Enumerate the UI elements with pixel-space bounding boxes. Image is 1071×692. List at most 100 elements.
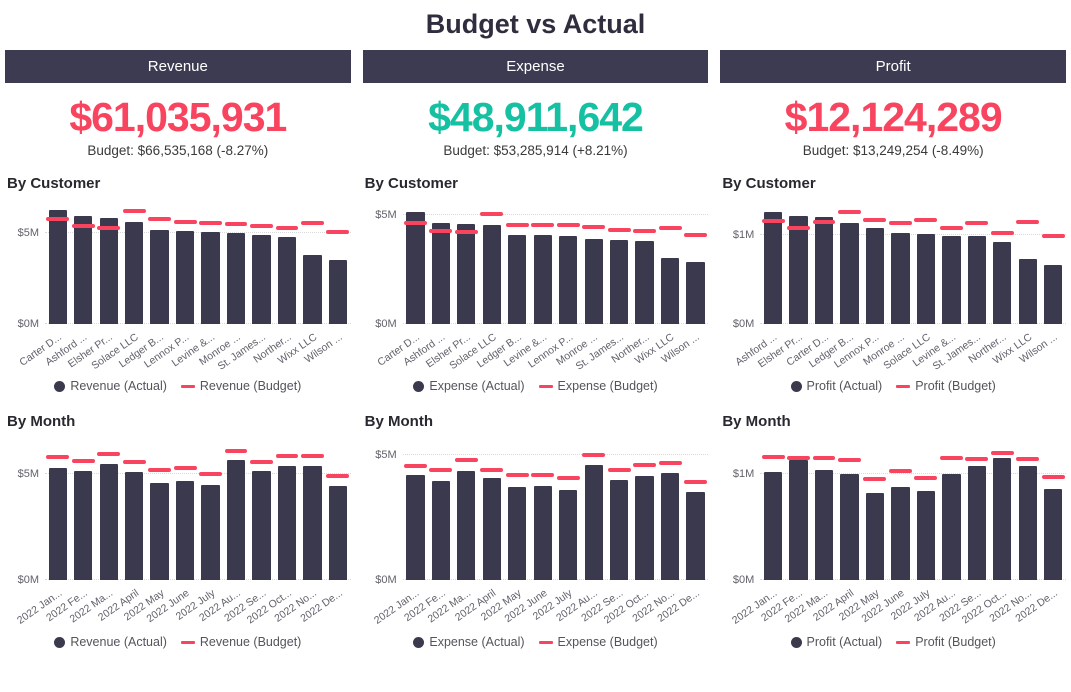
budget-target-marker[interactable]	[300, 221, 324, 226]
actual-bar[interactable]	[635, 475, 654, 581]
actual-bar[interactable]	[48, 467, 67, 581]
actual-bar[interactable]	[303, 254, 322, 325]
budget-target-marker[interactable]	[990, 231, 1014, 236]
actual-bar[interactable]	[635, 241, 654, 325]
legend-item-budget[interactable]: Revenue (Budget)	[180, 635, 301, 649]
budget-target-marker[interactable]	[556, 476, 580, 481]
budget-target-marker[interactable]	[505, 222, 529, 227]
budget-target-marker[interactable]	[607, 228, 631, 233]
budget-target-marker[interactable]	[454, 457, 478, 462]
actual-bar[interactable]	[226, 460, 246, 581]
actual-bar[interactable]	[533, 485, 552, 581]
budget-target-marker[interactable]	[403, 463, 427, 468]
legend-item-budget[interactable]: Expense (Budget)	[538, 379, 658, 393]
legend-item-actual[interactable]: Revenue (Actual)	[54, 379, 167, 393]
budget-target-marker[interactable]	[403, 220, 427, 225]
actual-bar[interactable]	[277, 466, 297, 581]
budget-target-marker[interactable]	[480, 211, 504, 216]
budget-target-marker[interactable]	[838, 210, 861, 215]
actual-bar[interactable]	[508, 234, 527, 325]
actual-bar[interactable]	[201, 232, 220, 325]
actual-bar[interactable]	[1018, 466, 1037, 581]
budget-target-marker[interactable]	[531, 472, 555, 477]
actual-bar[interactable]	[660, 257, 680, 325]
budget-target-marker[interactable]	[1041, 475, 1065, 480]
budget-target-marker[interactable]	[97, 451, 121, 456]
actual-bar[interactable]	[150, 483, 169, 581]
budget-target-marker[interactable]	[684, 480, 708, 485]
actual-bar[interactable]	[967, 236, 986, 325]
actual-bar[interactable]	[865, 228, 885, 325]
actual-bar[interactable]	[406, 211, 425, 325]
actual-bar[interactable]	[686, 261, 705, 325]
actual-bar[interactable]	[457, 470, 476, 581]
budget-target-marker[interactable]	[838, 458, 861, 463]
actual-bar[interactable]	[840, 473, 859, 581]
actual-bar[interactable]	[584, 464, 603, 581]
actual-bar[interactable]	[99, 217, 118, 325]
actual-bar[interactable]	[559, 235, 578, 325]
actual-bar[interactable]	[124, 471, 144, 581]
budget-target-marker[interactable]	[658, 226, 682, 231]
legend-item-actual[interactable]: Expense (Actual)	[413, 635, 525, 649]
budget-target-marker[interactable]	[71, 223, 95, 228]
actual-bar[interactable]	[252, 234, 271, 325]
budget-target-marker[interactable]	[122, 460, 146, 465]
actual-bar[interactable]	[763, 212, 783, 325]
actual-bar[interactable]	[686, 492, 705, 581]
actual-bar[interactable]	[789, 460, 808, 581]
actual-bar[interactable]	[48, 209, 67, 325]
budget-target-marker[interactable]	[71, 459, 95, 464]
actual-bar[interactable]	[1044, 265, 1063, 325]
budget-target-marker[interactable]	[965, 457, 989, 462]
actual-bar[interactable]	[431, 222, 451, 325]
budget-target-marker[interactable]	[556, 222, 580, 227]
actual-bar[interactable]	[328, 485, 348, 581]
actual-bar[interactable]	[610, 240, 629, 325]
actual-bar[interactable]	[942, 473, 961, 581]
actual-bar[interactable]	[891, 233, 910, 325]
actual-bar[interactable]	[559, 489, 578, 581]
budget-target-marker[interactable]	[173, 465, 197, 470]
budget-target-marker[interactable]	[582, 452, 606, 457]
budget-target-marker[interactable]	[275, 453, 299, 458]
budget-target-marker[interactable]	[46, 216, 70, 221]
budget-target-marker[interactable]	[505, 472, 529, 477]
budget-target-marker[interactable]	[199, 471, 223, 476]
actual-bar[interactable]	[99, 464, 118, 581]
budget-target-marker[interactable]	[914, 218, 938, 223]
actual-bar[interactable]	[891, 486, 910, 581]
budget-target-marker[interactable]	[607, 467, 631, 472]
actual-bar[interactable]	[226, 233, 246, 325]
budget-target-marker[interactable]	[454, 230, 478, 235]
legend-item-actual[interactable]: Revenue (Actual)	[54, 635, 167, 649]
budget-target-marker[interactable]	[1016, 457, 1040, 462]
budget-target-marker[interactable]	[1016, 219, 1040, 224]
budget-target-marker[interactable]	[787, 455, 810, 460]
legend-item-budget[interactable]: Profit (Budget)	[896, 379, 996, 393]
budget-target-marker[interactable]	[122, 209, 146, 214]
budget-target-marker[interactable]	[965, 220, 989, 225]
budget-target-marker[interactable]	[812, 219, 836, 224]
budget-target-marker[interactable]	[914, 476, 938, 481]
budget-target-marker[interactable]	[1041, 234, 1065, 239]
actual-bar[interactable]	[533, 234, 552, 325]
actual-bar[interactable]	[916, 234, 936, 325]
actual-bar[interactable]	[482, 478, 501, 581]
budget-target-marker[interactable]	[582, 224, 606, 229]
budget-target-marker[interactable]	[812, 455, 836, 460]
budget-target-marker[interactable]	[250, 460, 273, 465]
actual-bar[interactable]	[865, 493, 885, 581]
budget-target-marker[interactable]	[199, 221, 223, 226]
budget-target-marker[interactable]	[761, 454, 785, 459]
legend-item-actual[interactable]: Profit (Actual)	[790, 635, 882, 649]
actual-bar[interactable]	[1018, 259, 1037, 325]
actual-bar[interactable]	[328, 260, 348, 325]
legend-item-actual[interactable]: Expense (Actual)	[413, 379, 525, 393]
legend-item-budget[interactable]: Profit (Budget)	[896, 635, 996, 649]
budget-target-marker[interactable]	[888, 220, 912, 225]
actual-bar[interactable]	[150, 229, 169, 325]
budget-target-marker[interactable]	[761, 218, 785, 223]
actual-bar[interactable]	[175, 481, 195, 581]
budget-target-marker[interactable]	[250, 223, 273, 228]
